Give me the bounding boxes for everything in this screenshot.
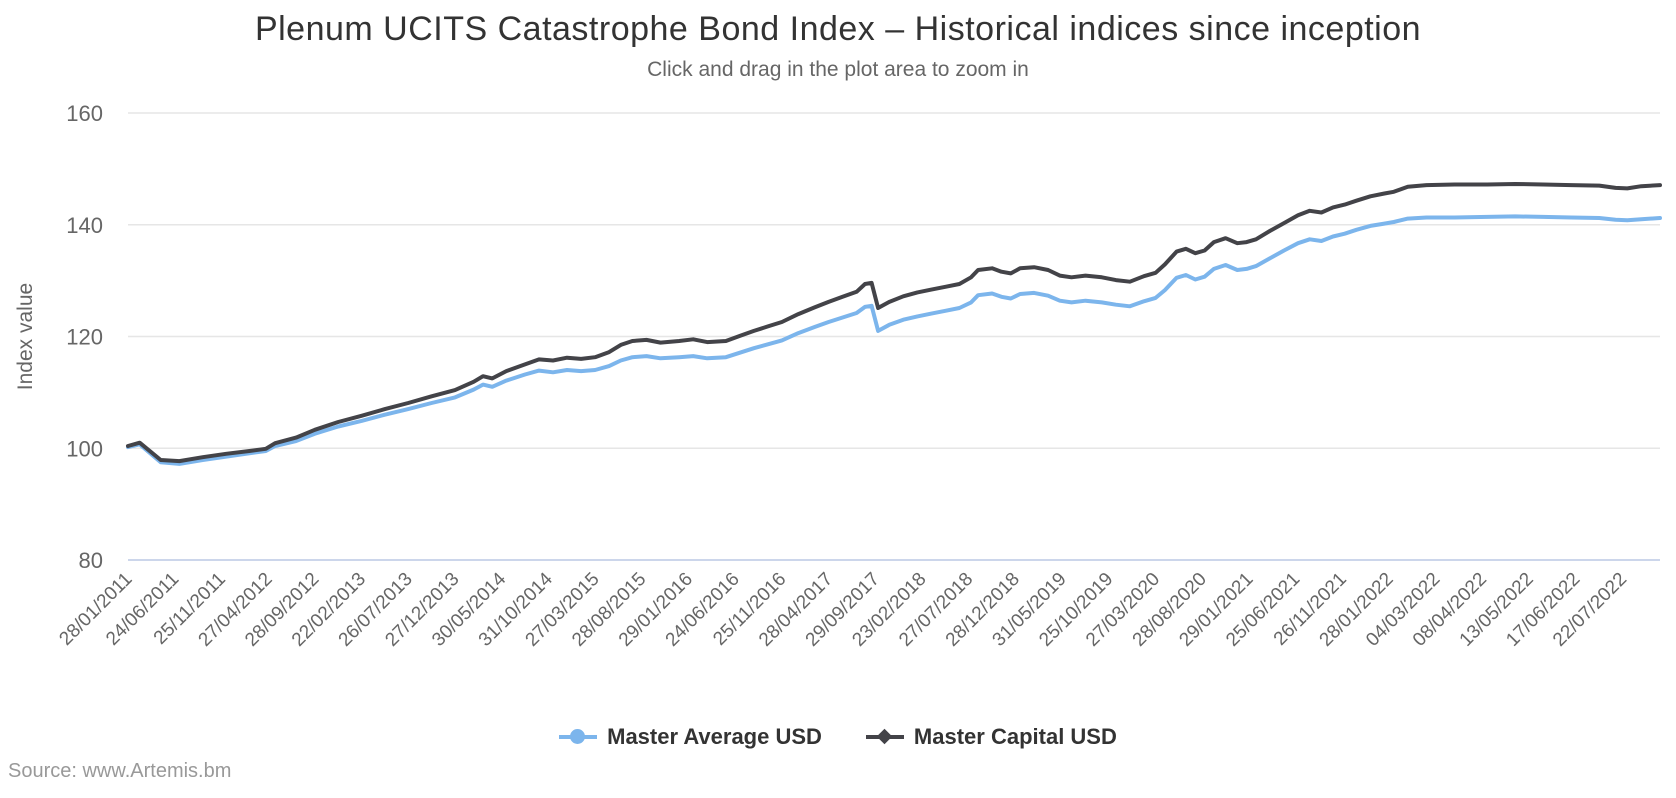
chart-subtitle: Click and drag in the plot area to zoom …: [647, 58, 1029, 81]
legend: Master Average USD Master Capital USD: [0, 724, 1676, 750]
y-axis-tick-label: 140: [66, 213, 103, 238]
source-credit: Source: www.Artemis.bm: [8, 760, 232, 782]
series-line-master-average-usd[interactable]: [126, 214, 1662, 466]
y-axis-tick-label: 80: [79, 548, 103, 573]
legend-item-master-average-usd[interactable]: Master Average USD: [559, 724, 822, 750]
y-axis-tick-label: 160: [66, 101, 103, 126]
chart-title: Plenum UCITS Catastrophe Bond Index – Hi…: [254, 10, 1422, 48]
y-axis-tick-label: 100: [66, 436, 103, 461]
legend-label: Master Capital USD: [913, 724, 1117, 749]
legend-label: Master Average USD: [607, 724, 822, 749]
y-axis-tick-label: 120: [66, 325, 103, 350]
legend-item-master-capital-usd[interactable]: Master Capital USD: [865, 724, 1117, 750]
y-axis-title: Index value: [14, 283, 37, 390]
diamond-marker-icon: [865, 728, 904, 745]
series-line-master-capital-usd[interactable]: [126, 182, 1662, 464]
circle-marker-icon: [559, 729, 598, 745]
